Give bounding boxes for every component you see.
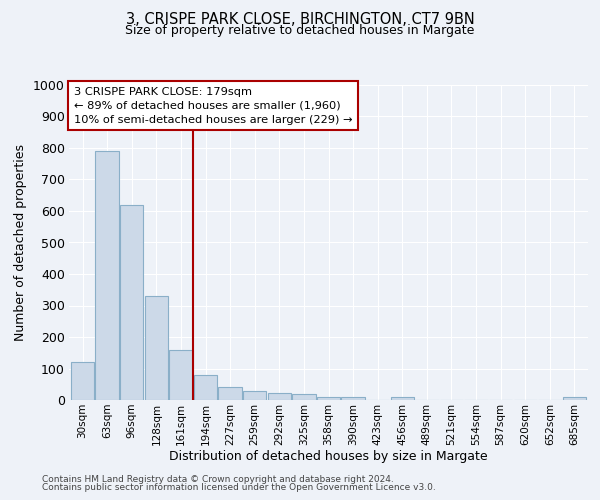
- Text: 3 CRISPE PARK CLOSE: 179sqm
← 89% of detached houses are smaller (1,960)
10% of : 3 CRISPE PARK CLOSE: 179sqm ← 89% of det…: [74, 86, 353, 124]
- Bar: [194, 375, 217, 400]
- Text: 3, CRISPE PARK CLOSE, BIRCHINGTON, CT7 9BN: 3, CRISPE PARK CLOSE, BIRCHINGTON, CT7 9…: [125, 12, 475, 28]
- Bar: [292, 394, 316, 400]
- Bar: [341, 398, 365, 400]
- Bar: [268, 393, 291, 400]
- Text: Size of property relative to detached houses in Margate: Size of property relative to detached ho…: [125, 24, 475, 37]
- Bar: [120, 204, 143, 400]
- Y-axis label: Number of detached properties: Number of detached properties: [14, 144, 28, 341]
- Bar: [95, 151, 119, 400]
- Bar: [218, 388, 242, 400]
- Text: Contains HM Land Registry data © Crown copyright and database right 2024.: Contains HM Land Registry data © Crown c…: [42, 475, 394, 484]
- Bar: [145, 296, 168, 400]
- X-axis label: Distribution of detached houses by size in Margate: Distribution of detached houses by size …: [169, 450, 488, 464]
- Bar: [563, 398, 586, 400]
- Bar: [169, 350, 193, 400]
- Text: Contains public sector information licensed under the Open Government Licence v3: Contains public sector information licen…: [42, 484, 436, 492]
- Bar: [243, 392, 266, 400]
- Bar: [317, 397, 340, 400]
- Bar: [391, 398, 414, 400]
- Bar: [71, 362, 94, 400]
